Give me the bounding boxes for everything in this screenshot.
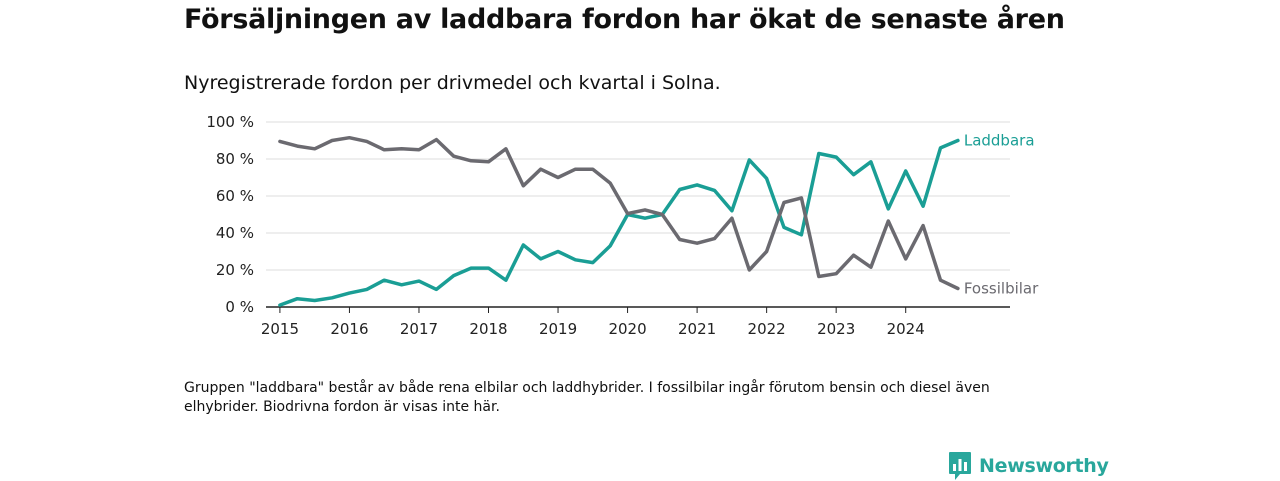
x-tick-label: 2021 bbox=[678, 320, 716, 338]
series-lines bbox=[278, 135, 960, 307]
newsworthy-logo[interactable]: Newsworthy bbox=[948, 451, 1109, 481]
gridlines bbox=[266, 121, 1010, 271]
y-tick-label: 100 % bbox=[206, 113, 254, 131]
series-line-laddbara bbox=[278, 138, 960, 307]
x-tick-label: 2024 bbox=[887, 320, 925, 338]
x-tick-label: 2016 bbox=[330, 320, 368, 338]
series-labels: Laddbara Fossilbilar bbox=[964, 132, 1039, 298]
line-chart: 0 %20 %40 %60 %80 %100 % 2015 2016 2017 201… bbox=[206, 113, 1039, 338]
series-label-fossilbilar: Fossilbilar bbox=[964, 280, 1039, 298]
x-tick-label: 2017 bbox=[400, 320, 438, 338]
y-tick-label: 40 % bbox=[216, 224, 254, 242]
series-label-laddbara: Laddbara bbox=[964, 132, 1035, 150]
bar-chart-speech-bubble-icon bbox=[949, 452, 971, 480]
footnote: Gruppen "laddbara" består av både rena e… bbox=[184, 380, 990, 415]
brand-name: Newsworthy bbox=[979, 455, 1109, 477]
x-tick-label: 2019 bbox=[539, 320, 577, 338]
y-tick-label: 0 % bbox=[225, 298, 254, 316]
chart-title: Försäljningen av laddbara fordon har öka… bbox=[184, 4, 1065, 35]
y-axis-ticks: 0 % 20 % 40 % 60 % 80 % 100 % bbox=[206, 113, 254, 316]
y-tick-label: 80 % bbox=[216, 150, 254, 168]
chart-subtitle: Nyregistrerade fordon per drivmedel och … bbox=[184, 72, 721, 94]
x-tick-label: 2015 bbox=[261, 320, 299, 338]
series-line-fossilbilar bbox=[278, 135, 960, 291]
y-tick-label: 60 % bbox=[216, 187, 254, 205]
x-axis: 2015 2016 2017 2018 2019 2020 2021 2022 2023 2024 bbox=[261, 306, 1010, 338]
x-tick-label: 2020 bbox=[608, 320, 646, 338]
y-tick-label: 20 % bbox=[216, 261, 254, 279]
x-tick-label: 2023 bbox=[817, 320, 855, 338]
x-tick-label: 2022 bbox=[748, 320, 786, 338]
x-tick-label: 2018 bbox=[469, 320, 507, 338]
